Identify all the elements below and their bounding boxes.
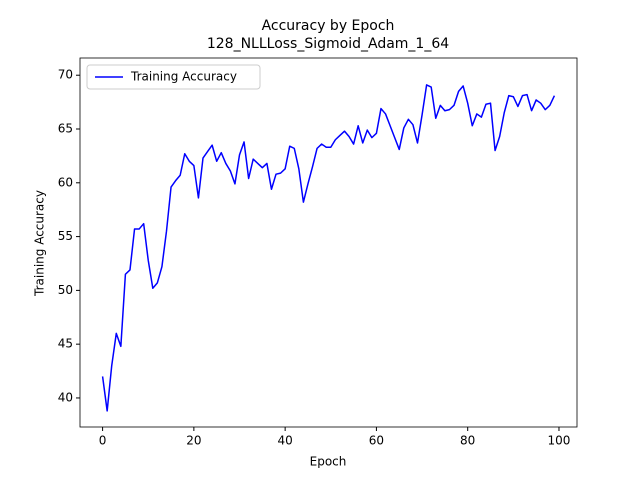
x-tick-label: 40 — [278, 434, 293, 448]
y-tick-label: 40 — [58, 390, 73, 404]
y-tick-label: 65 — [58, 122, 73, 136]
x-axis-label: Epoch — [310, 455, 347, 469]
legend-label: Training Accuracy — [130, 70, 237, 84]
y-tick-label: 45 — [58, 337, 73, 351]
y-axis-label: Training Accuracy — [33, 190, 47, 297]
chart-title: Accuracy by Epoch — [262, 18, 395, 34]
data-line — [101, 84, 556, 412]
x-tick-label: 0 — [99, 434, 107, 448]
x-tick-label: 20 — [186, 434, 201, 448]
plot-frame — [79, 57, 578, 428]
chart-subtitle: 128_NLLLoss_Sigmoid_Adam_1_64 — [207, 36, 449, 52]
x-tick-label: 80 — [460, 434, 475, 448]
y-tick-label: 60 — [58, 175, 73, 189]
x-tick-label: 60 — [369, 434, 384, 448]
x-tick-label: 100 — [548, 434, 571, 448]
legend-box — [86, 64, 261, 90]
y-tick-label: 50 — [58, 283, 73, 297]
y-tick-label: 70 — [58, 68, 73, 82]
y-tick-label: 55 — [58, 229, 73, 243]
